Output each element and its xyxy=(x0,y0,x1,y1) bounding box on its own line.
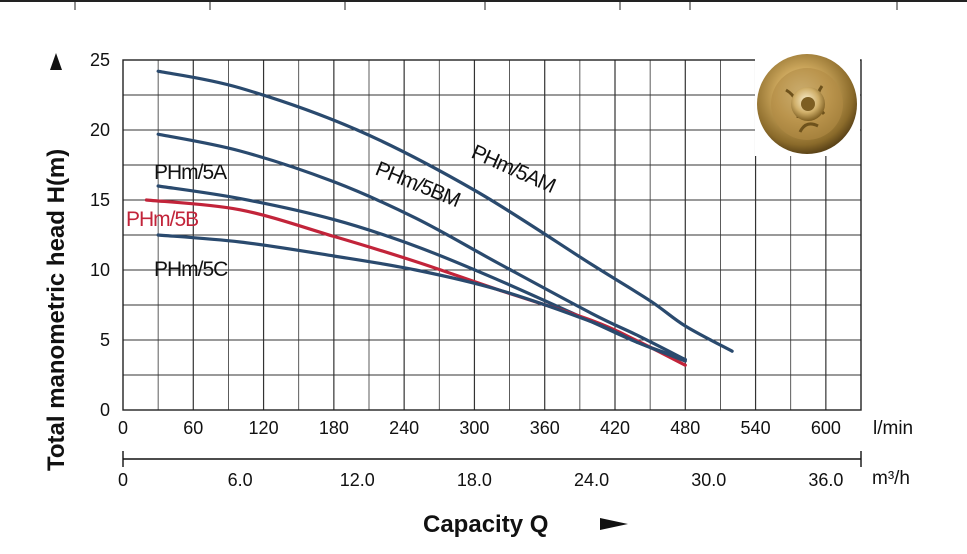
x-tick-label-lmin: 360 xyxy=(530,418,560,438)
y-tick-label: 15 xyxy=(90,190,110,210)
plot-frame xyxy=(122,59,862,411)
x-unit-lmin: l/min xyxy=(873,418,913,439)
x-tick-label-lmin: 600 xyxy=(811,418,841,438)
x-tick-labels-m3h: 0 6.0 12.0 18.0 24.0 30.0 36.0 xyxy=(118,470,843,490)
label-phm5b: PHm/5B xyxy=(126,208,198,231)
x-tick-label-m3h: 12.0 xyxy=(340,470,375,490)
y-tick-label: 5 xyxy=(100,330,110,350)
x-tick-label-lmin: 0 xyxy=(118,418,128,438)
series-line-phm5bm xyxy=(156,132,687,362)
y-tick-label: 25 xyxy=(90,50,110,70)
x-tick-label-lmin: 420 xyxy=(600,418,630,438)
label-phm5c: PHm/5C xyxy=(154,258,228,281)
x-tick-label-lmin: 60 xyxy=(183,418,203,438)
x-tick-label-lmin: 300 xyxy=(459,418,489,438)
label-phm5a: PHm/5A xyxy=(154,161,227,184)
x-axis-arrow-icon xyxy=(600,518,628,530)
x-tick-label-lmin: 120 xyxy=(249,418,279,438)
x-unit-m3h: m³/h xyxy=(872,468,910,489)
series-curves xyxy=(144,69,734,367)
series-line-phm5am xyxy=(156,69,734,353)
x-tick-label-m3h: 18.0 xyxy=(457,470,492,490)
x-tick-label-lmin: 180 xyxy=(319,418,349,438)
x-tick-label-lmin: 240 xyxy=(389,418,419,438)
y-axis-title: Total manometric head H(m) xyxy=(43,149,70,471)
y-tick-labels: 0 5 10 15 20 25 xyxy=(90,50,110,420)
y-tick-label: 10 xyxy=(90,260,110,280)
grid xyxy=(122,59,862,411)
impeller-icon xyxy=(755,53,860,156)
series-line-phm5c xyxy=(156,233,687,363)
x-tick-label-m3h: 6.0 xyxy=(228,470,253,490)
x-tick-label-m3h: 0 xyxy=(118,470,128,490)
x-tick-label-m3h: 30.0 xyxy=(691,470,726,490)
y-axis-arrow-icon xyxy=(50,53,62,70)
m3h-axis xyxy=(122,451,862,467)
series-line-phm5b xyxy=(144,198,687,367)
y-tick-label: 20 xyxy=(90,120,110,140)
x-axis-title: Capacity Q xyxy=(423,511,548,538)
x-tick-label-m3h: 24.0 xyxy=(574,470,609,490)
x-tick-label-lmin: 540 xyxy=(741,418,771,438)
x-tick-label-lmin: 480 xyxy=(670,418,700,438)
x-tick-label-m3h: 36.0 xyxy=(808,470,843,490)
top-border xyxy=(0,0,967,10)
y-tick-label: 0 xyxy=(100,400,110,420)
x-tick-labels-lmin: 0 60 120 180 240 300 360 420 480 540 600 xyxy=(118,418,841,438)
